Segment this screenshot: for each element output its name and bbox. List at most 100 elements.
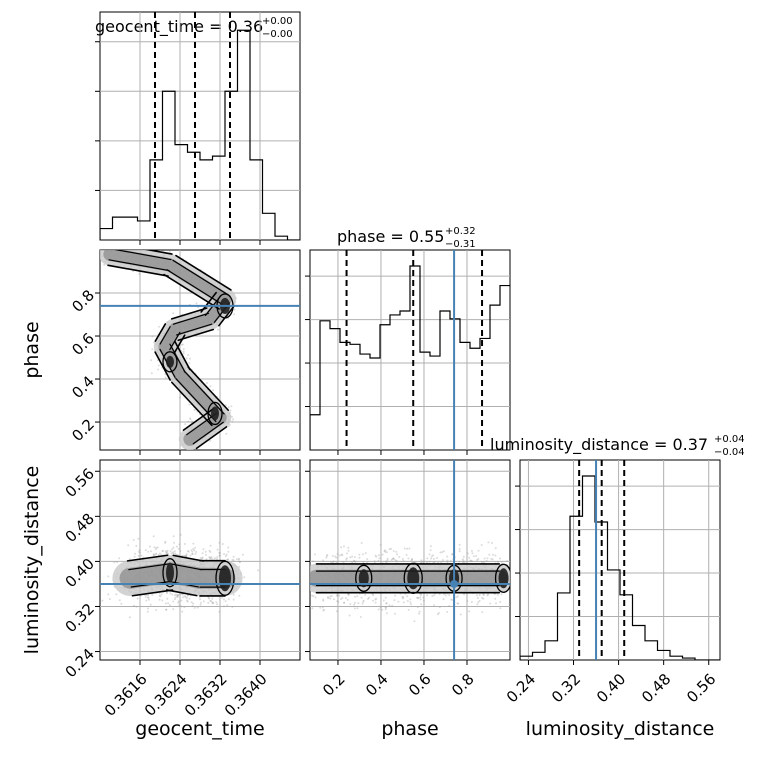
sample-point [183,554,186,557]
sample-point [438,606,441,609]
sample-point [177,601,180,604]
sample-point [329,595,332,598]
sample-point [235,558,238,561]
sample-point [419,596,422,599]
y-tick-label-luminosity_distance: 0.24 [62,645,98,681]
y-tick-label-luminosity_distance: 0.40 [62,555,98,591]
sample-point [165,608,168,611]
hist-luminosity_distance [520,460,720,660]
hist-step-luminosity_distance [520,475,720,660]
contour-segment [154,351,171,381]
sample-point [215,558,218,560]
sample-point [171,593,174,596]
sample-point [331,555,334,557]
sample-point [176,594,179,597]
sample-point [429,549,432,552]
sample-point [390,547,392,550]
contour-segment [131,589,174,597]
sample-point [336,600,339,603]
sample-point [398,556,401,558]
sample-point [107,575,110,578]
sample-point [446,610,449,613]
sample-point [152,554,155,557]
contour-peak [355,564,373,592]
sample-point [330,561,333,564]
sample-point [153,554,156,557]
sample-point [204,550,207,553]
sample-point [470,601,473,603]
sample-point [321,606,324,609]
sample-point [346,598,349,601]
panel-phase-hist [309,249,511,451]
sample-point [169,250,171,253]
sample-point [128,616,131,619]
sample-point [458,543,461,546]
sample-point [227,550,230,553]
sample-point [457,602,460,605]
sample-point [159,595,162,598]
sample-point [508,603,510,605]
sample-point [193,409,196,411]
contour-segment [166,269,223,305]
sample-point [433,594,436,597]
density-geocent_time-luminosity_distance [100,533,300,619]
sample-point [491,553,494,556]
sample-point [481,561,483,564]
sample-point [132,270,135,273]
sample-point [293,581,295,583]
sample-point [514,550,516,552]
sample-point [183,543,186,545]
sample-point [133,555,136,558]
sample-point [147,550,150,553]
sample-point [135,605,138,608]
sample-point [191,553,194,555]
sample-point [426,594,429,597]
sample-point [364,552,367,555]
sample-point [379,606,382,609]
sample-point [191,420,194,423]
sample-point [160,593,163,596]
sample-point [341,597,344,599]
sample-point [497,561,500,563]
sample-point [225,559,228,562]
sample-point [208,597,211,600]
sample-point [170,552,173,555]
sample-point [227,425,230,428]
contour-segment [170,307,208,320]
contour-segment [218,305,235,327]
sample-point [451,553,454,556]
sample-point [178,604,181,607]
title-phase-minus: −0.31 [445,239,476,250]
contour-segment [172,554,205,562]
sample-point [359,616,362,618]
sample-point [238,560,241,563]
sample-point [476,603,479,606]
sample-point [127,544,130,547]
sample-point [169,592,172,595]
sample-point [451,599,454,601]
sample-point [356,607,359,610]
sample-point [347,593,350,596]
sample-point [172,608,175,611]
sample-point [385,602,388,605]
sample-point [169,550,172,553]
sample-point [223,605,225,608]
sample-point [166,549,169,552]
sample-point [209,385,212,388]
sample-point [422,560,425,563]
sample-point [411,558,413,561]
sample-point [137,537,140,540]
sample-point [366,558,369,561]
sample-point [140,554,143,557]
sample-point [353,556,356,558]
sample-point [401,558,404,560]
sample-point [329,597,332,600]
sample-point [214,557,216,560]
sample-point [227,558,230,561]
sample-point [189,417,191,420]
contour-segment [192,421,224,445]
sample-point [227,406,230,409]
sample-point [511,606,513,608]
sample-point [155,609,158,612]
sample-point [379,544,382,546]
